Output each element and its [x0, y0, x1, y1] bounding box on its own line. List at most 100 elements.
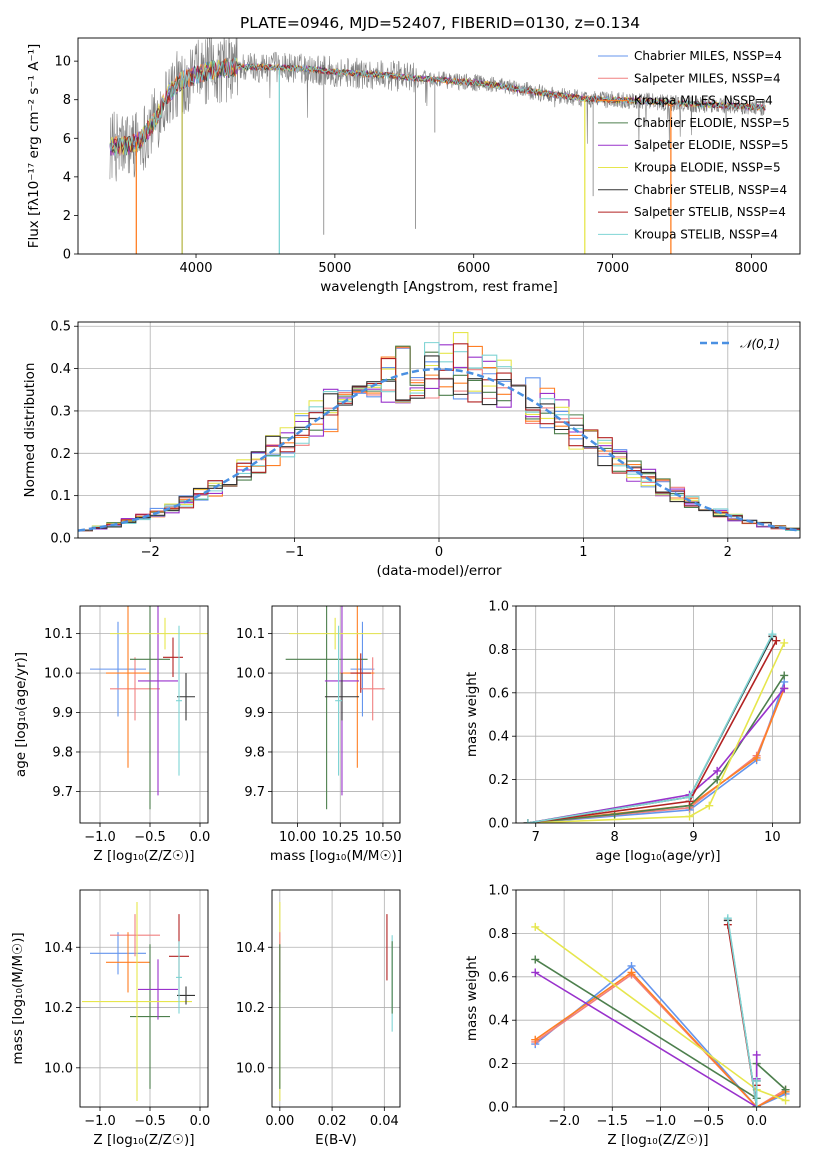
y-tick-label: 0.2 — [488, 773, 509, 788]
x-tick-label: 8 — [610, 830, 618, 845]
mass-weight-marker — [768, 630, 777, 639]
massweight-vs-age-lines — [523, 630, 789, 823]
age-vs-mass-frame — [271, 605, 401, 824]
y-tick-label: 10 — [54, 55, 71, 70]
mass-vs-ebv-frame — [271, 889, 401, 1108]
legend-label: 𝒩(0,1) — [740, 337, 780, 351]
y-tick-label: 0.0 — [488, 817, 509, 832]
y-tick-label: 10.0 — [44, 667, 73, 682]
y-tick-label: 0.8 — [488, 927, 509, 942]
y-tick-label: 0.2 — [488, 1057, 509, 1072]
mass-vs-ebv-axes: 0.00 0.02 0.04 10.0 10.2 10.4 E(B-V) — [236, 890, 400, 1148]
mass-weight-marker — [685, 812, 694, 821]
mass-weight-marker — [752, 1050, 761, 1059]
x-tick-label: 6000 — [457, 261, 490, 276]
mass-weight-marker — [780, 671, 789, 680]
x-tick-label: 9 — [689, 830, 697, 845]
mass-weight-line — [527, 687, 785, 823]
y-tick-label: 10.0 — [236, 1061, 265, 1076]
x-tick-label: 10.25 — [322, 830, 359, 845]
y-tick-label: 1.0 — [488, 884, 509, 899]
x-tick-label: 10 — [764, 830, 781, 845]
x-tick-label: 10.00 — [279, 830, 316, 845]
x-axis-label: wavelength [Angstrom, rest frame] — [320, 279, 558, 295]
y-axis-label: mass weight — [464, 672, 480, 757]
y-tick-label: 0.5 — [50, 320, 71, 335]
mass-vs-Z-frame — [79, 889, 209, 1108]
x-tick-label: 5000 — [318, 261, 351, 276]
spectrum-lines — [109, 38, 766, 254]
mass-weight-marker — [523, 819, 532, 823]
x-axis-label: Z [log₁₀(Z/Z☉)] — [93, 848, 194, 864]
mass-weight-line — [727, 918, 758, 1107]
mass-weight-marker — [752, 1076, 761, 1085]
y-tick-label: 10.2 — [236, 1001, 265, 1016]
y-tick-label: 10.0 — [236, 667, 265, 682]
y-tick-label: 9.7 — [244, 785, 265, 800]
legend-label: Salpeter MILES, NSSP=4 — [634, 71, 781, 85]
legend-label: Salpeter ELODIE, NSSP=5 — [634, 138, 789, 152]
mass-weight-marker — [780, 638, 789, 647]
x-tick-label: 1 — [579, 545, 587, 560]
mass-weight-line — [534, 971, 786, 1107]
y-tick-label: 9.9 — [244, 706, 265, 721]
massweight-vs-Z-frame — [515, 889, 801, 1108]
y-tick-label: 10.1 — [236, 627, 265, 642]
mass-weight-marker — [772, 636, 781, 645]
massweight-vs-Z-axes: −2.0 −1.5 −1.0 −0.5 0.0 0.0 0.2 0.4 0.6 0.8 1.0 Z [… — [464, 884, 800, 1148]
x-tick-label: 0.0 — [190, 1114, 211, 1129]
normal-distribution-curve — [78, 367, 800, 532]
mass-weight-marker — [627, 968, 636, 977]
y-tick-label: 10.1 — [44, 627, 73, 642]
age-vs-Z-frame — [79, 605, 209, 824]
y-tick-label: 8 — [63, 93, 71, 108]
age-vs-mass-errorbars — [285, 606, 385, 810]
x-tick-label: 0 — [435, 545, 443, 560]
x-tick-label: −2 — [141, 545, 160, 560]
mass-weight-marker — [685, 792, 694, 801]
age-vs-Z-axes: −1.0 −0.5 0.0 9.7 9.8 9.9 10.0 10.1 Z [log₁₀(Z/Z… — [13, 606, 210, 864]
y-tick-label: 1.0 — [488, 600, 509, 615]
y-tick-label: 0.4 — [488, 1014, 509, 1029]
age-vs-mass-axes: 10.00 10.25 10.50 9.7 9.8 9.9 10.0 10.1 mass [lo… — [236, 606, 402, 864]
legend-label: Kroupa STELIB, NSSP=4 — [634, 227, 778, 241]
mass-weight-marker — [705, 801, 714, 810]
mass-weight-marker — [781, 1096, 790, 1105]
spectrum-axes: 4000 5000 6000 7000 8000 0 2 4 6 8 10 wavelength [A… — [26, 44, 768, 295]
x-tick-label: −0.5 — [134, 830, 166, 845]
y-tick-label: 10.4 — [44, 941, 73, 956]
y-tick-label: 0.2 — [50, 447, 71, 462]
mass-weight-marker — [531, 968, 540, 977]
x-tick-label: 0.04 — [370, 1114, 399, 1129]
x-tick-label: 7000 — [596, 261, 629, 276]
mass-weight-marker — [781, 1085, 790, 1094]
legend-label: Chabrier MILES, NSSP=4 — [634, 49, 782, 63]
spectrum-frame — [77, 37, 801, 255]
x-axis-label: Z [log₁₀(Z/Z☉)] — [607, 1132, 708, 1148]
spectrum-legend: Chabrier MILES, NSSP=4 Salpeter MILES, NS… — [598, 49, 790, 241]
mass-weight-marker — [723, 914, 732, 923]
mass-weight-marker — [752, 1103, 761, 1107]
mass-weight-marker — [531, 955, 540, 964]
x-tick-label: −1.5 — [596, 1114, 628, 1129]
x-tick-label: −0.5 — [134, 1114, 166, 1129]
x-tick-label: 2 — [724, 545, 732, 560]
mass-weight-marker — [752, 753, 761, 762]
residual-histogram-axes: −2 −1 0 1 2 0.0 0.1 0.2 0.3 0.4 0.5 (data-model)/er… — [22, 320, 800, 579]
x-tick-label: 10.50 — [364, 830, 401, 845]
x-tick-label: 7 — [532, 830, 540, 845]
x-axis-label: E(B-V) — [315, 1132, 357, 1148]
mass-weight-marker — [531, 1035, 540, 1044]
mass-weight-marker — [713, 775, 722, 784]
y-tick-label: 0.1 — [50, 489, 71, 504]
y-tick-label: 0.6 — [488, 686, 509, 701]
y-axis-label: mass [log₁₀(M/M☉)] — [10, 932, 26, 1064]
mass-weight-marker — [780, 684, 789, 693]
legend-label: Chabrier ELODIE, NSSP=5 — [634, 116, 790, 130]
legend-label: Kroupa ELODIE, NSSP=5 — [634, 161, 781, 175]
x-tick-label: −1.0 — [84, 830, 116, 845]
x-tick-label: 0.00 — [265, 1114, 294, 1129]
mass-weight-line — [527, 636, 774, 823]
x-axis-label: Z [log₁₀(Z/Z☉)] — [93, 1132, 194, 1148]
y-tick-label: 2 — [63, 209, 71, 224]
